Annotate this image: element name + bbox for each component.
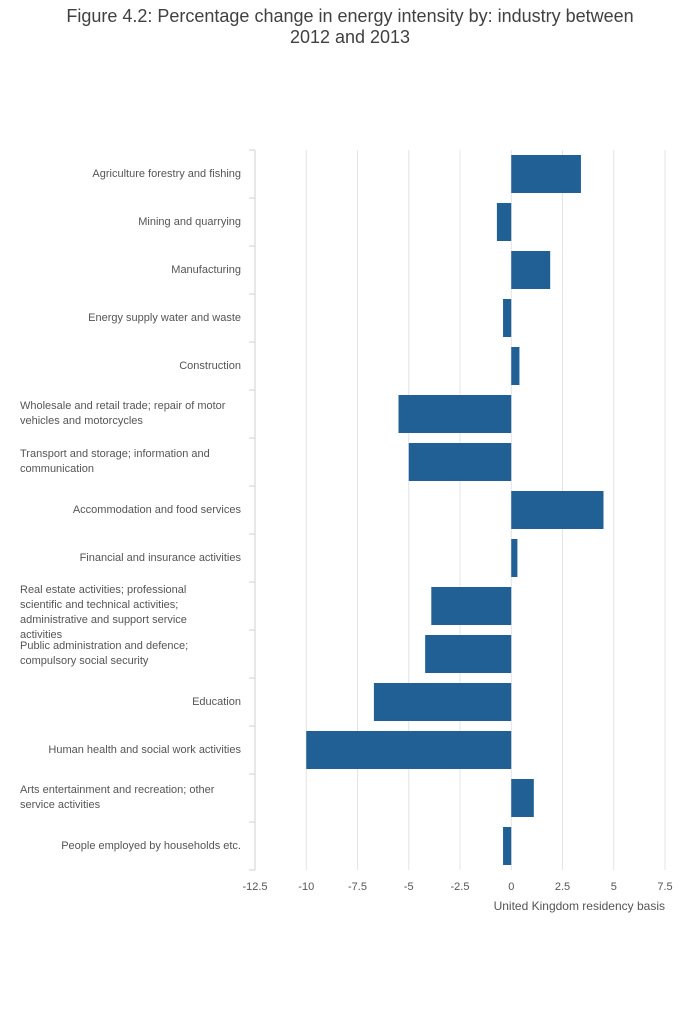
category-label-9-line-2: administrative and support service (20, 614, 187, 626)
category-label-1: Mining and quarrying (20, 215, 241, 230)
category-label-10-line-0: Public administration and defence; (20, 640, 189, 652)
category-label-9: Real estate activities; professional scie… (20, 583, 241, 643)
bar-12 (306, 731, 512, 769)
bar-7 (511, 491, 604, 529)
chart-title: Figure 4.2: Percentage change in energy … (0, 6, 700, 48)
category-label-8-line-0: Financial and insurance activities (79, 551, 241, 564)
bar-3 (503, 299, 512, 337)
category-label-11-line-0: Education (192, 695, 241, 708)
category-label-4: Construction (20, 359, 241, 374)
bar-2 (511, 251, 551, 289)
category-label-0-line-0: Agriculture forestry and fishing (92, 167, 241, 180)
bar-9 (431, 587, 512, 625)
bar-14 (503, 827, 512, 865)
bar-13 (511, 779, 534, 817)
x-tick-label-4: -2.5 (451, 881, 470, 893)
x-tick-label-7: 5 (611, 881, 617, 893)
x-axis-title: United Kingdom residency basis (493, 899, 665, 913)
category-label-12-line-0: Human health and social work activities (48, 743, 241, 756)
category-label-13-line-1: service activities (20, 799, 101, 811)
category-label-9-line-1: scientific and technical activities; (20, 599, 179, 611)
category-label-13: Arts entertainment and recreation; other… (20, 783, 241, 813)
category-label-11: Education (20, 695, 241, 710)
category-label-3: Energy supply water and waste (20, 311, 241, 326)
x-tick-label-5: 0 (508, 881, 514, 893)
category-label-0: Agriculture forestry and fishing (20, 167, 241, 182)
category-label-2: Manufacturing (20, 263, 241, 278)
bar-6 (408, 443, 512, 481)
category-label-3-line-0: Energy supply water and waste (88, 311, 241, 324)
category-label-10-line-1: compulsory social security (20, 655, 149, 667)
bar-5 (398, 395, 512, 433)
category-label-6-line-1: communication (20, 463, 94, 475)
x-tick-label-0: -12.5 (242, 881, 267, 893)
bar-10 (425, 635, 512, 673)
category-label-1-line-0: Mining and quarrying (138, 215, 241, 228)
category-label-12: Human health and social work activities (20, 743, 241, 758)
bar-4 (511, 347, 520, 385)
category-label-2-line-0: Manufacturing (171, 263, 241, 276)
category-label-5-line-0: Wholesale and retail trade; repair of mo… (20, 400, 226, 412)
x-tick-label-3: -5 (404, 881, 414, 893)
category-label-5-line-1: vehicles and motorcycles (20, 415, 143, 427)
category-label-14: People employed by households etc. (20, 839, 241, 854)
chart-title-line-2: 2012 and 2013 (289, 27, 411, 47)
x-tick-label-2: -7.5 (348, 881, 367, 893)
category-label-7: Accommodation and food services (20, 503, 241, 518)
category-label-6: Transport and storage; information and co… (20, 447, 241, 477)
category-label-14-line-0: People employed by households etc. (61, 839, 241, 852)
bar-0 (511, 155, 581, 193)
category-label-6-line-0: Transport and storage; information and (20, 448, 210, 460)
category-label-8: Financial and insurance activities (20, 551, 241, 566)
category-label-4-line-0: Construction (179, 359, 241, 372)
category-label-13-line-0: Arts entertainment and recreation; other (20, 784, 215, 796)
bar-1 (496, 203, 512, 241)
x-tick-label-1: -10 (298, 881, 314, 893)
category-label-9-line-3: activities (20, 629, 63, 641)
x-tick-label-8: 7.5 (657, 881, 672, 893)
category-label-9-line-0: Real estate activities; professional (20, 584, 187, 596)
bar-8 (511, 539, 518, 577)
x-tick-label-6: 2.5 (555, 881, 570, 893)
category-label-10: Public administration and defence; compul… (20, 639, 241, 669)
bar-11 (373, 683, 512, 721)
category-label-5: Wholesale and retail trade; repair of mo… (20, 399, 241, 429)
chart-title-line-1: Figure 4.2: Percentage change in energy … (66, 6, 634, 26)
category-label-7-line-0: Accommodation and food services (72, 503, 241, 516)
